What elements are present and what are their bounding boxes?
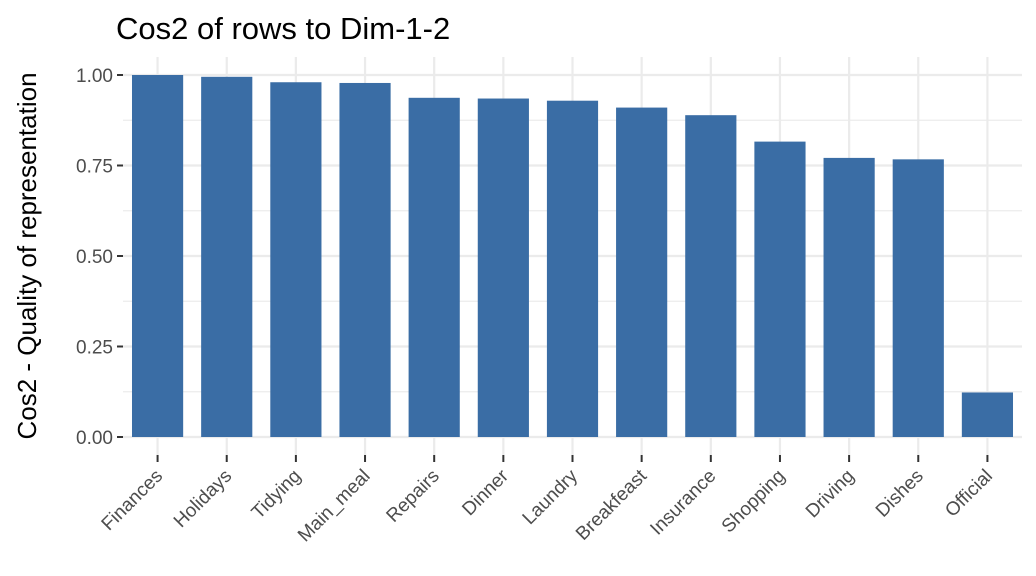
y-tick-label: 0.75 (76, 157, 113, 178)
bar-main_meal (339, 82, 391, 438)
bar-insurance (685, 115, 737, 437)
x-tick-label: Dishes (872, 466, 928, 522)
y-axis-title: Cos2 - Quality of representation (12, 72, 42, 439)
x-tick-label: Repairs (383, 466, 444, 527)
x-tick-label: Laundry (519, 465, 583, 529)
y-tick-label: 1.00 (76, 66, 113, 87)
x-tick-label: Holidays (170, 466, 236, 532)
y-tick-label: 0.50 (76, 247, 113, 268)
x-tick-label: Finances (98, 466, 167, 535)
bar-driving (823, 157, 875, 437)
bar-repairs (408, 97, 460, 437)
bar-dishes (892, 159, 944, 437)
bar-tidying (270, 82, 322, 438)
bar-official (961, 392, 1014, 437)
bar-breakfeast (616, 107, 668, 437)
x-tick-label: Driving (802, 466, 859, 523)
x-tick-label: Insurance (646, 466, 720, 540)
x-tick-label: Tidying (248, 466, 306, 524)
x-tick-label: Shopping (718, 466, 790, 538)
x-tick-label: Breakfeast (572, 465, 652, 545)
y-tick-label: 0.25 (76, 338, 113, 359)
y-tick-label: 0.00 (76, 428, 113, 449)
bar-finances (131, 75, 184, 437)
bar-dinner (477, 98, 529, 437)
bar-layer (131, 75, 1014, 438)
x-tick-label: Official (941, 466, 997, 522)
chart-title: Cos2 of rows to Dim-1-2 (116, 11, 450, 46)
bar-holidays (201, 76, 253, 437)
x-tick-label: Main_meal (294, 466, 375, 547)
x-tick-label: Dinner (458, 465, 513, 520)
bar-shopping (754, 141, 806, 437)
bar-laundry (546, 100, 599, 438)
